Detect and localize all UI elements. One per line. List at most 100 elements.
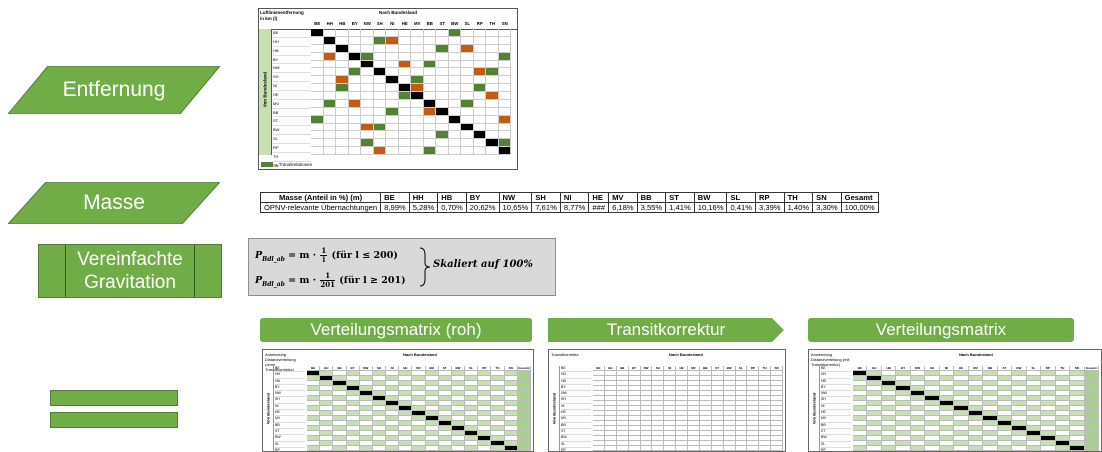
distance-cell [436,92,449,100]
distance-cell [423,76,436,85]
thumb-cell [491,401,505,406]
thumb-cell [1026,386,1042,391]
distance-cell [323,29,336,37]
thumb-row-label: RP [561,448,591,451]
thumb-cell [593,401,605,406]
thumb-cell [664,376,677,381]
thumb-cell [491,431,505,436]
distance-cell [498,115,511,124]
thumb-cell [504,416,518,421]
distance-cell [461,92,474,100]
thumb-cell [1012,386,1027,391]
thumb-cell [451,446,466,451]
distance-cell [348,44,361,53]
thumb-cell [867,441,882,446]
thumb-cell [954,421,969,426]
distance-cell [423,60,436,69]
distance-cell [323,123,336,132]
thumb-cell [451,391,466,396]
distance-cell [411,29,424,37]
distance-cell [311,123,324,132]
thumb-final-grid: BE HH HB BY NW SH NI HE MV BB ST BW SL RP TH SN Gesamt [853,366,1099,451]
thumb-cell [867,431,882,436]
thumb-cell [910,401,926,406]
thumb-cell [640,446,653,451]
thumb-cell [759,386,772,391]
thumb-cell [1041,371,1056,376]
thumb-cell [652,441,665,446]
distance-cell [386,99,399,108]
distance-cell [336,36,349,45]
thumb-roh-grid: BE HH HB BY NW SH NI HE MV BB ST BW SL RP TH SN Gesamt [307,366,531,451]
thumb-cell [604,431,617,436]
thumb-cell [711,421,724,426]
distance-cell [486,68,499,77]
thumb-cell [853,381,868,386]
thumb-cell [593,426,605,431]
thumb-cell [438,386,452,391]
thumb-cell [881,391,897,396]
thumb-cell [867,421,882,426]
thumb-cell [1012,421,1027,426]
thumb-cell [711,406,724,411]
thumb-cell [399,381,413,386]
thumb-cell [688,376,700,381]
thumb-cell [438,431,452,436]
thumb-cell [699,441,712,446]
mass-value-BW: 10,16% [693,202,728,213]
thumb-cell [386,406,400,411]
distance-cell [311,52,324,61]
thumb-cell: BY [896,366,911,371]
thumb-cell [333,396,347,401]
distance-cell [348,68,361,77]
thumb-cell [652,371,665,376]
thumb-cell [372,391,387,396]
thumb-cell [320,376,334,381]
distance-cell [448,44,461,53]
distance-cell [473,115,486,124]
thumb-row-label: BW [561,435,591,442]
thumb-cell [853,441,868,446]
distance-cell [411,44,424,53]
thumb-cell [1026,446,1042,451]
distance-cell [498,44,511,53]
thumb-cell [1055,396,1071,401]
thumb-cell [652,376,665,381]
thumb-cell [438,376,452,381]
thumb-cell [1055,386,1071,391]
thumb-row-label: BE [821,366,851,373]
thumb-cell [699,416,712,421]
thumb-cell [699,396,712,401]
thumb-cell [711,416,724,421]
equals-sign-top [50,390,178,406]
thumb-cell [412,446,426,451]
thumb-cell [896,376,911,381]
thumb-row-label: HE [561,410,591,417]
thumb-cell [711,431,724,436]
distance-cell [361,99,374,108]
distance-cell [436,99,449,108]
thumb-cell [652,431,665,436]
thumb-cell [1070,441,1085,446]
thumb-cell [896,391,911,396]
thumb-cell [478,436,492,441]
thumb-cell [853,426,868,431]
thumb-cell [997,421,1013,426]
thumb-cell [478,396,492,401]
distance-cell [436,147,449,155]
distance-cell [498,84,511,92]
distance-cell [436,139,449,148]
distance-cell [336,107,349,116]
header-final: Verteilungsmatrix [808,318,1074,342]
thumb-cell [896,386,911,391]
distance-cell [423,139,436,148]
thumb-cell [968,386,984,391]
thumb-row-label: BB [561,423,591,429]
thumb-cell [652,386,665,391]
thumb-cell [664,441,677,446]
thumb-cell [425,381,439,386]
distance-cell [448,92,461,100]
thumb-cell [399,406,413,411]
distance-row-BW: BW [273,126,311,136]
thumb-cell [881,416,897,421]
